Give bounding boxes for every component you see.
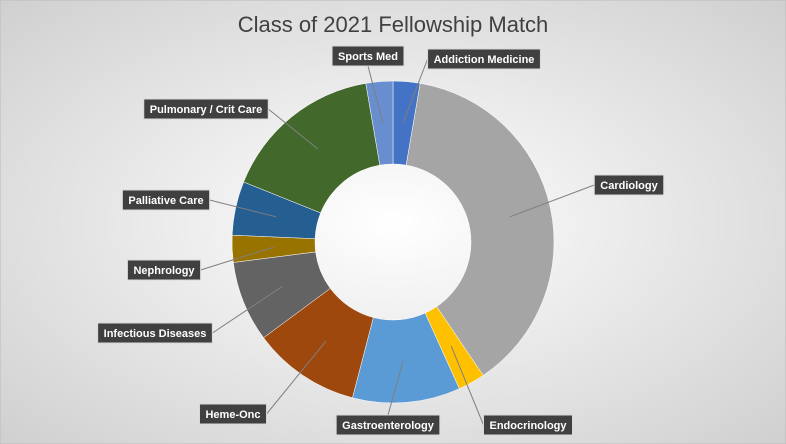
data-label: Addiction Medicine (434, 54, 535, 66)
leader-line (367, 65, 384, 124)
label-box (427, 48, 541, 70)
leader-line (402, 58, 429, 124)
data-label: Heme-Onc (205, 409, 260, 421)
label-box (593, 174, 665, 196)
data-label: Nephrology (133, 265, 195, 277)
data-label: Pulmonary / Crit Care (150, 104, 262, 116)
label-box (483, 414, 573, 436)
label-box (121, 189, 211, 211)
leader-line (209, 199, 277, 218)
chart-title: Class of 2021 Fellowship Match (238, 12, 549, 37)
data-label: Gastroenterology (342, 420, 435, 432)
slice (365, 80, 394, 166)
label-box (143, 98, 269, 120)
slice (405, 83, 555, 376)
leader-line (267, 108, 319, 150)
label-box (126, 259, 202, 281)
data-label: Endocrinology (490, 420, 568, 432)
data-label: Cardiology (600, 180, 658, 192)
leader-line (387, 360, 404, 416)
leader-line (212, 286, 283, 334)
leader-line (266, 340, 327, 415)
data-label: Palliative Care (128, 195, 203, 207)
leader-line (200, 246, 274, 271)
label-box (198, 403, 268, 425)
label-box (335, 414, 441, 436)
leader-line (509, 184, 595, 218)
data-label: Sports Med (338, 51, 398, 63)
slice (243, 83, 381, 214)
leader-line (450, 346, 484, 426)
data-label: Infectious Diseases (104, 328, 207, 340)
label-box (331, 45, 405, 67)
label-box (97, 322, 213, 344)
